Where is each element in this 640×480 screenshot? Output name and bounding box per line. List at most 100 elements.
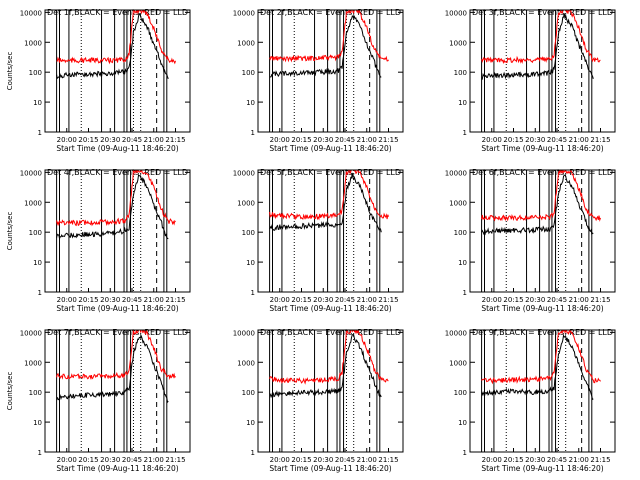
x-tick-label: 21:00 bbox=[569, 136, 589, 144]
x-tick-label: 20:00 bbox=[270, 296, 290, 304]
x-tick-label: 20:30 bbox=[525, 296, 545, 304]
x-tick-label: 21:15 bbox=[165, 456, 185, 464]
x-tick-label: 21:15 bbox=[590, 296, 610, 304]
x-tick-label: 21:00 bbox=[357, 456, 377, 464]
plot-frame bbox=[257, 9, 404, 133]
y-tick-label: 100 bbox=[454, 69, 467, 77]
panel-det-1: Det 1f,BLACK = Events, RED = LLD 1 10 100 10… bbox=[6, 8, 191, 153]
x-tick-label: 20:30 bbox=[100, 136, 120, 144]
x-tick-label: 20:15 bbox=[78, 456, 98, 464]
y-tick-label: 10 bbox=[246, 259, 255, 267]
x-tick-label: 20:30 bbox=[313, 296, 333, 304]
y-tick-label: 1 bbox=[463, 129, 467, 137]
y-tick-label: 10000 bbox=[445, 329, 467, 337]
y-tick-label: 100 bbox=[29, 389, 42, 397]
y-tick-label: 1000 bbox=[237, 359, 255, 367]
panel-det-6: Det 6f,BLACK = Events, RED = LLD 1 10 100 10… bbox=[445, 168, 616, 313]
panel-det-5: Det 5f,BLACK = Events, RED = LLD 1 10 100 10… bbox=[233, 168, 404, 313]
plot-frame bbox=[257, 329, 404, 453]
x-tick-label: 20:15 bbox=[291, 136, 311, 144]
y-tick-label: 1 bbox=[463, 289, 467, 297]
panel-title: Det 8f,BLACK = Events, RED = LLD bbox=[260, 328, 401, 337]
x-tick-label: 20:45 bbox=[122, 456, 142, 464]
y-tick-label: 10000 bbox=[20, 329, 42, 337]
x-tick-label: 21:00 bbox=[569, 456, 589, 464]
x-tick-label: 20:45 bbox=[547, 456, 567, 464]
x-tick-label: 20:30 bbox=[525, 456, 545, 464]
x-tick-label: 21:00 bbox=[144, 296, 164, 304]
events-series-line bbox=[481, 174, 594, 236]
x-tick-label: 21:00 bbox=[144, 136, 164, 144]
x-tick-label: 20:30 bbox=[100, 296, 120, 304]
panel-det-9: Det 9f,BLACK = Events, RED = LLD 1 10 100 10… bbox=[445, 328, 616, 473]
y-tick-label: 1000 bbox=[237, 199, 255, 207]
y-tick-label: 10 bbox=[33, 419, 42, 427]
x-tick-label: 21:15 bbox=[165, 136, 185, 144]
lld-series-line bbox=[269, 330, 389, 385]
x-tick-label: 20:45 bbox=[122, 296, 142, 304]
y-tick-label: 1 bbox=[251, 129, 255, 137]
plot-frame bbox=[257, 169, 404, 293]
lld-series-line bbox=[269, 170, 389, 221]
x-tick-label: 20:15 bbox=[78, 296, 98, 304]
x-tick-label: 20:00 bbox=[57, 296, 77, 304]
x-tick-label: 20:30 bbox=[525, 136, 545, 144]
lld-series-line bbox=[481, 170, 601, 222]
y-tick-label: 1000 bbox=[449, 39, 467, 47]
y-tick-label: 10000 bbox=[20, 9, 42, 17]
y-tick-label: 1 bbox=[463, 449, 467, 457]
events-series-line bbox=[56, 12, 169, 80]
y-tick-label: 100 bbox=[454, 389, 467, 397]
events-series-line bbox=[269, 15, 382, 78]
x-tick-label: 20:15 bbox=[291, 296, 311, 304]
plot-frame bbox=[469, 169, 616, 293]
y-tick-label: 10 bbox=[458, 99, 467, 107]
panel-title: Det 7f,BLACK = Events, RED = LLD bbox=[47, 328, 188, 337]
y-tick-label: 100 bbox=[242, 389, 255, 397]
y-tick-label: 10000 bbox=[20, 169, 42, 177]
panel-title: Det 5f,BLACK = Events, RED = LLD bbox=[260, 168, 401, 177]
x-tick-label: 20:45 bbox=[547, 136, 567, 144]
x-tick-label: 20:00 bbox=[57, 136, 77, 144]
events-series-line bbox=[481, 334, 594, 401]
plot-frame bbox=[44, 169, 191, 293]
y-tick-label: 10 bbox=[458, 259, 467, 267]
events-series-line bbox=[56, 334, 169, 404]
y-tick-label: 1 bbox=[38, 129, 42, 137]
panel-title: Det 2f,BLACK = Events, RED = LLD bbox=[260, 8, 401, 17]
x-tick-label: 20:15 bbox=[503, 296, 523, 304]
events-series-line bbox=[56, 174, 169, 241]
x-tick-label: 20:45 bbox=[335, 296, 355, 304]
y-tick-label: 10000 bbox=[445, 9, 467, 17]
x-tick-label: 20:00 bbox=[482, 456, 502, 464]
events-series-line bbox=[481, 13, 594, 80]
y-tick-label: 1000 bbox=[24, 359, 42, 367]
x-axis-label: Start Time (09-Aug-11 18:46:20) bbox=[481, 144, 603, 153]
x-tick-label: 21:15 bbox=[590, 456, 610, 464]
x-axis-label: Start Time (09-Aug-11 18:46:20) bbox=[269, 144, 391, 153]
x-axis-label: Start Time (09-Aug-11 18:46:20) bbox=[269, 304, 391, 313]
y-tick-label: 1000 bbox=[24, 39, 42, 47]
x-tick-label: 20:00 bbox=[482, 136, 502, 144]
x-tick-label: 20:45 bbox=[122, 136, 142, 144]
lld-series-line bbox=[56, 170, 176, 227]
panel-det-8: Det 8f,BLACK = Events, RED = LLD 1 10 100 10… bbox=[233, 328, 404, 473]
y-tick-label: 10000 bbox=[445, 169, 467, 177]
x-axis-label: Start Time (09-Aug-11 18:46:20) bbox=[481, 464, 603, 473]
x-tick-label: 21:00 bbox=[144, 456, 164, 464]
x-axis-label: Start Time (09-Aug-11 18:46:20) bbox=[56, 464, 178, 473]
y-tick-label: 10 bbox=[33, 259, 42, 267]
y-tick-label: 1 bbox=[38, 289, 42, 297]
x-tick-label: 20:30 bbox=[313, 136, 333, 144]
y-tick-label: 100 bbox=[242, 69, 255, 77]
y-tick-label: 1000 bbox=[24, 199, 42, 207]
y-tick-label: 10000 bbox=[233, 169, 255, 177]
lld-series-line bbox=[481, 10, 601, 65]
x-tick-label: 21:00 bbox=[357, 136, 377, 144]
x-tick-label: 21:15 bbox=[590, 136, 610, 144]
panel-det-3: Det 3f,BLACK = Events, RED = LLD 1 10 100 10… bbox=[445, 8, 616, 153]
panel-title: Det 6f,BLACK = Events, RED = LLD bbox=[472, 168, 613, 177]
y-tick-label: 10 bbox=[33, 99, 42, 107]
x-tick-label: 20:00 bbox=[270, 136, 290, 144]
x-tick-label: 20:15 bbox=[78, 136, 98, 144]
